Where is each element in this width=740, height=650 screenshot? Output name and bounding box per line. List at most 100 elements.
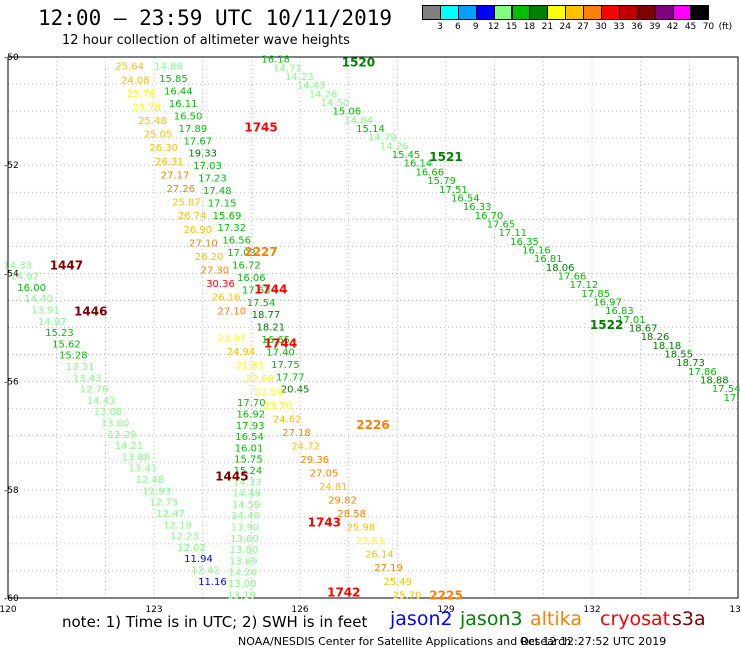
swh-value-label: 14.50: [321, 98, 350, 109]
swh-value-label: 26.16: [212, 293, 241, 304]
pass-time-label: 1742: [327, 586, 360, 600]
swh-value-label: 12.76: [80, 385, 109, 396]
swh-value-label: 14.33: [3, 260, 32, 271]
swh-value-label: 14.43: [87, 396, 116, 407]
swh-value-label: 17.48: [203, 186, 232, 197]
chart-marks: 16.1814.7114.2314.4314.2614.5015.0614.84…: [3, 55, 740, 603]
swh-value-label: 12.23: [170, 532, 199, 543]
swh-value-label: 18.55: [664, 349, 693, 360]
swh-value-label: 21.81: [236, 360, 265, 371]
swh-value-label: 13.08: [94, 407, 123, 418]
swh-value-label: 24.08: [121, 75, 150, 86]
swh-value-label: 13.91: [31, 305, 60, 316]
satellite-s3a: s3a: [672, 608, 706, 630]
footer-timestamp: Oct 12 12:27:52 UTC 2019: [520, 635, 667, 648]
y-tick-label: -54: [4, 269, 19, 279]
swh-value-label: 12.19: [163, 520, 192, 531]
swh-value-label: 17.32: [218, 223, 247, 234]
swh-value-label: 15.24: [234, 466, 263, 477]
swh-value-label: 13.19: [227, 590, 256, 601]
swh-value-label: 26.31: [155, 157, 184, 168]
swh-value-label: 16.54: [235, 432, 264, 443]
swh-value-label: 13.60: [230, 534, 259, 545]
swh-value-label: 14.23: [285, 72, 314, 83]
pass-time-label: 2227: [244, 245, 277, 259]
swh-value-label: 15.14: [356, 124, 385, 135]
swh-value-label: 26.90: [183, 225, 212, 236]
swh-value-label: 15.62: [52, 339, 81, 350]
swh-value-label: 27.10: [189, 238, 218, 249]
swh-value-label: 18.26: [641, 332, 670, 343]
y-tick-label: -60: [4, 594, 19, 604]
swh-value-label: 13.00: [228, 579, 257, 590]
swh-value-label: 13.69: [229, 556, 258, 567]
footer-credit: NOAA/NESDIS Center for Satellite Applica…: [238, 635, 572, 648]
swh-value-label: 16.06: [237, 273, 266, 284]
swh-value-label: 16.72: [232, 260, 261, 271]
swh-value-label: 17.75: [271, 360, 300, 371]
swh-value-label: 14.49: [232, 489, 261, 500]
swh-value-label: 13.88: [122, 452, 151, 463]
swh-value-label: 16.14: [404, 159, 433, 170]
swh-value-label: 28.58: [337, 509, 366, 520]
swh-value-label: 16.18: [261, 55, 290, 66]
swh-value-label: 17.66: [558, 271, 587, 282]
y-tick-label: -52: [4, 161, 19, 171]
swh-value-label: 17.03: [227, 248, 256, 259]
swh-value-label: 22.59: [254, 387, 283, 398]
swh-value-label: 16.33: [463, 202, 492, 213]
swh-value-label: 16.70: [475, 211, 504, 222]
swh-value-label: 25.64: [115, 62, 144, 73]
swh-value-label: 27.05: [310, 469, 339, 480]
swh-value-label: 16.54: [451, 193, 480, 204]
swh-value-label: 25.87: [172, 198, 201, 209]
swh-value-label: 17.70: [237, 398, 266, 409]
swh-value-label: 17.89: [179, 124, 208, 135]
swh-value-label: 15.28: [59, 351, 88, 362]
swh-value-label: 17.15: [208, 198, 237, 209]
satellite-cryosat: cryosat: [600, 608, 671, 630]
swh-value-label: 17.86: [688, 367, 717, 378]
swh-value-label: 17.77: [276, 372, 305, 383]
swh-value-label: 11.94: [184, 554, 213, 565]
swh-value-label: 15.23: [45, 328, 74, 339]
swh-value-label: 29.36: [301, 455, 330, 466]
swh-value-label: 16.11: [169, 99, 198, 110]
swh-value-label: 17.40: [266, 347, 295, 358]
legend-label: 30: [595, 22, 607, 32]
swh-value-label: 17.12: [570, 280, 599, 291]
pass-time-label: 1521: [429, 150, 462, 164]
legend-label: 6: [454, 22, 461, 32]
swh-value-label: 16.56: [222, 236, 251, 247]
swh-value-label: 18.18: [653, 341, 682, 352]
swh-value-label: 23.70: [264, 401, 293, 412]
swh-value-label: 17.85: [581, 289, 610, 300]
swh-value-label: 16.44: [164, 87, 193, 98]
swh-value-label: 18.21: [256, 323, 285, 334]
swh-value-label: 12.48: [136, 475, 165, 486]
page-title: 12:00 – 23:59 UTC 10/11/2019: [38, 6, 393, 30]
x-tick-label: 135: [729, 605, 740, 615]
swh-value-label: 20.45: [281, 385, 310, 396]
legend-label: 9: [472, 22, 479, 32]
swh-value-label: 16.81: [534, 254, 563, 265]
swh-value-label: 14.86: [154, 62, 183, 73]
swh-value-label: 27.18: [282, 428, 311, 439]
swh-value-label: 16.83: [605, 306, 634, 317]
pass-time-label: 1744: [264, 337, 297, 351]
swh-value-label: 16.65: [261, 335, 290, 346]
pass-time-label: 1743: [308, 515, 341, 529]
swh-value-label: 13.29: [108, 430, 137, 441]
swh-value-label: 14.59: [232, 500, 261, 511]
swh-value-label: 14.97: [38, 317, 67, 328]
pass-time-label: 2225: [429, 588, 462, 602]
swh-value-label: 27.19: [374, 563, 403, 574]
pass-time-label: 1745: [244, 120, 277, 134]
swh-value-label: 17.67: [183, 136, 212, 147]
chart-axes: 120 123 126 129 132 135 -50 -52 -54 -56 -58 -60: [0, 53, 740, 615]
legend-label: 45: [684, 22, 697, 32]
page-subtitle: 12 hour collection of altimeter wave hei…: [62, 33, 350, 48]
pass-time-label: 1446: [74, 304, 107, 318]
swh-value-label: 18.73: [676, 358, 705, 369]
swh-value-label: 23.78: [132, 102, 161, 113]
